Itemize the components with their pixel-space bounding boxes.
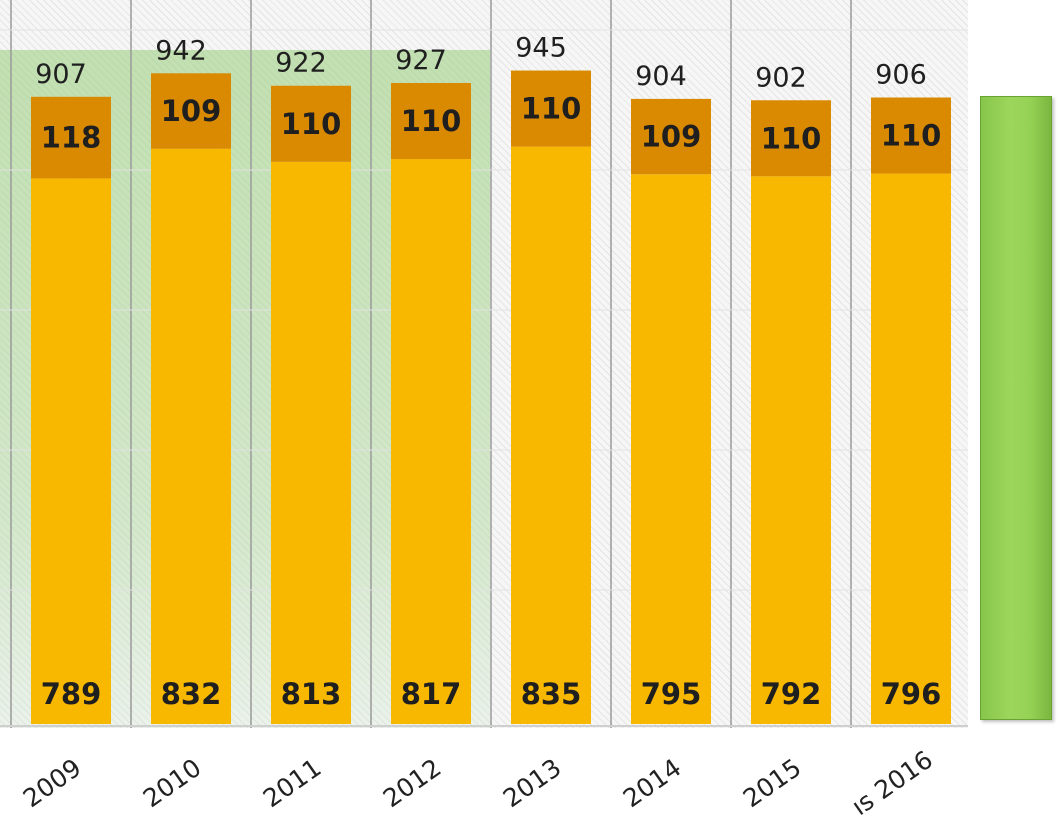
data-label-lower: 795 bbox=[641, 677, 702, 711]
data-label-upper: 118 bbox=[41, 121, 102, 155]
x-tick-label: 2011 bbox=[258, 753, 327, 813]
data-label-total: 906 bbox=[875, 60, 927, 91]
bar-segment-upper bbox=[151, 73, 231, 149]
bar-segment-lower bbox=[751, 176, 831, 724]
data-label-lower: 792 bbox=[761, 677, 822, 711]
stacked-bar-chart: 789 118 907 2009 832 109 942 2010 813 110 922 2011 8… bbox=[0, 0, 968, 821]
data-label-lower: 817 bbox=[401, 677, 462, 711]
data-label-lower: 813 bbox=[281, 677, 342, 711]
data-label-lower: 835 bbox=[521, 677, 582, 711]
bar-segment-upper bbox=[31, 96, 111, 179]
data-label-upper: 110 bbox=[401, 104, 462, 138]
data-label-upper: 110 bbox=[881, 119, 942, 153]
data-label-upper: 109 bbox=[641, 120, 702, 154]
data-label-total: 942 bbox=[155, 35, 207, 66]
data-label-lower: 789 bbox=[41, 677, 102, 711]
bar-segment-upper bbox=[871, 97, 951, 174]
data-label-total: 945 bbox=[515, 33, 567, 64]
x-tick-label: 2015 bbox=[738, 753, 807, 813]
data-label-upper: 110 bbox=[281, 107, 342, 141]
data-label-total: 902 bbox=[755, 62, 807, 93]
bar-segment-upper bbox=[391, 82, 471, 160]
data-label-total: 904 bbox=[635, 61, 687, 92]
data-label-lower: 832 bbox=[161, 677, 222, 711]
x-tick-label: 2012 bbox=[378, 753, 447, 813]
data-label-total: 907 bbox=[35, 59, 87, 90]
bar-segment-upper bbox=[511, 70, 591, 147]
bar-segment-lower bbox=[271, 161, 351, 725]
x-tick-label: 2014 bbox=[618, 753, 687, 813]
x-tick-label: 2013 bbox=[498, 753, 567, 813]
bar-segment-upper bbox=[631, 98, 711, 175]
bar-segment-upper bbox=[271, 85, 351, 162]
legend-swatch bbox=[980, 96, 1052, 720]
data-label-total: 927 bbox=[395, 45, 447, 76]
data-label-lower: 796 bbox=[881, 677, 942, 711]
data-label-upper: 110 bbox=[761, 121, 822, 155]
bar-segment-lower bbox=[151, 148, 231, 724]
data-label-total: 922 bbox=[275, 48, 327, 79]
x-tick-label: ıs 2016 bbox=[846, 745, 938, 821]
bar-segment-lower bbox=[511, 146, 591, 724]
x-tick-label: 2009 bbox=[18, 753, 87, 813]
bar-segment-lower bbox=[871, 173, 951, 725]
x-tick-label: 2010 bbox=[138, 753, 207, 813]
data-label-upper: 109 bbox=[161, 94, 222, 128]
bar-segment-lower bbox=[391, 159, 471, 724]
bar-segment-lower bbox=[631, 174, 711, 724]
bar-segment-lower bbox=[31, 178, 111, 724]
data-label-upper: 110 bbox=[521, 92, 582, 126]
bar-segment-upper bbox=[751, 100, 831, 177]
